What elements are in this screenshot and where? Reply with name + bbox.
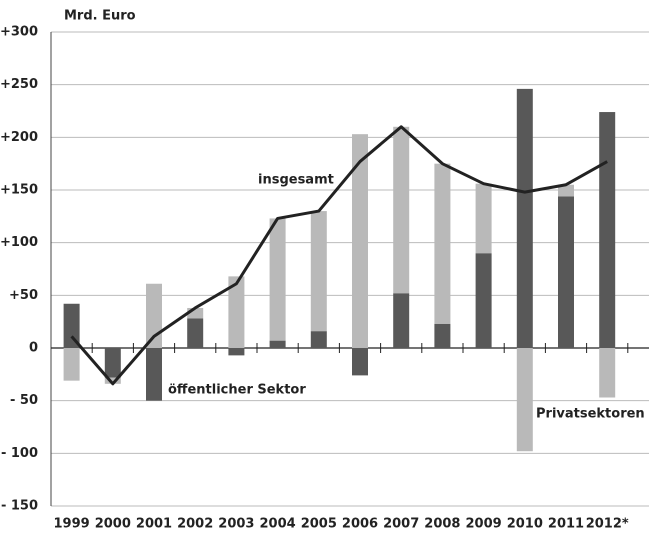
bar — [599, 112, 616, 348]
unit-label: Mrd. Euro — [64, 9, 136, 24]
bar — [558, 196, 574, 348]
bar — [352, 134, 368, 348]
bar — [558, 184, 574, 197]
bar — [63, 303, 80, 348]
y-tick-label: +50 — [9, 288, 38, 303]
bar — [310, 331, 327, 348]
bar — [393, 293, 410, 348]
x-tick-label: 2007 — [383, 517, 419, 532]
x-tick-label: 2004 — [260, 517, 296, 532]
bar — [516, 88, 533, 348]
x-tick-label: 2009 — [466, 517, 502, 532]
bar — [146, 348, 162, 401]
x-tick-label: 2000 — [95, 517, 131, 532]
bar — [104, 348, 121, 378]
bar — [310, 211, 327, 332]
bar — [434, 163, 451, 324]
y-tick-label: +200 — [0, 130, 38, 145]
y-tick-label: - 50 — [10, 393, 38, 408]
bar — [104, 377, 121, 384]
bar — [475, 253, 492, 348]
x-tick-label: 1999 — [54, 517, 90, 532]
x-tick-label: 2011 — [548, 517, 584, 532]
bar — [475, 183, 492, 254]
y-tick-label: +100 — [0, 235, 38, 250]
x-tick-label: 2003 — [218, 517, 254, 532]
x-tick-label: 2001 — [136, 517, 172, 532]
bar — [63, 348, 80, 381]
x-tick-label: 2006 — [342, 517, 378, 532]
y-tick-label: +300 — [0, 25, 38, 40]
bar — [516, 348, 533, 452]
y-tick-label: +150 — [0, 183, 38, 198]
bar — [269, 340, 286, 348]
series-label: Privatsektoren — [536, 407, 645, 422]
series-label: öffentlicher Sektor — [168, 383, 306, 398]
bar — [599, 348, 616, 398]
bar — [434, 323, 451, 348]
x-tick-label: 2012* — [586, 517, 629, 532]
bar — [393, 126, 410, 294]
line — [70, 125, 608, 386]
x-tick-label: 2010 — [507, 517, 543, 532]
bar — [228, 348, 245, 356]
bar — [352, 348, 368, 376]
x-tick-label: 2008 — [424, 517, 460, 532]
y-tick-label: - 100 — [1, 446, 38, 461]
bar — [187, 307, 204, 319]
bar — [228, 276, 245, 348]
y-tick-label: +250 — [0, 77, 38, 92]
bar — [269, 218, 286, 341]
x-tick-label: 2002 — [177, 517, 213, 532]
bar — [187, 318, 204, 348]
y-tick-label: - 150 — [1, 499, 38, 514]
y-tick-label: 0 — [29, 341, 38, 356]
series-label: insgesamt — [258, 173, 334, 188]
x-tick-label: 2005 — [301, 517, 337, 532]
